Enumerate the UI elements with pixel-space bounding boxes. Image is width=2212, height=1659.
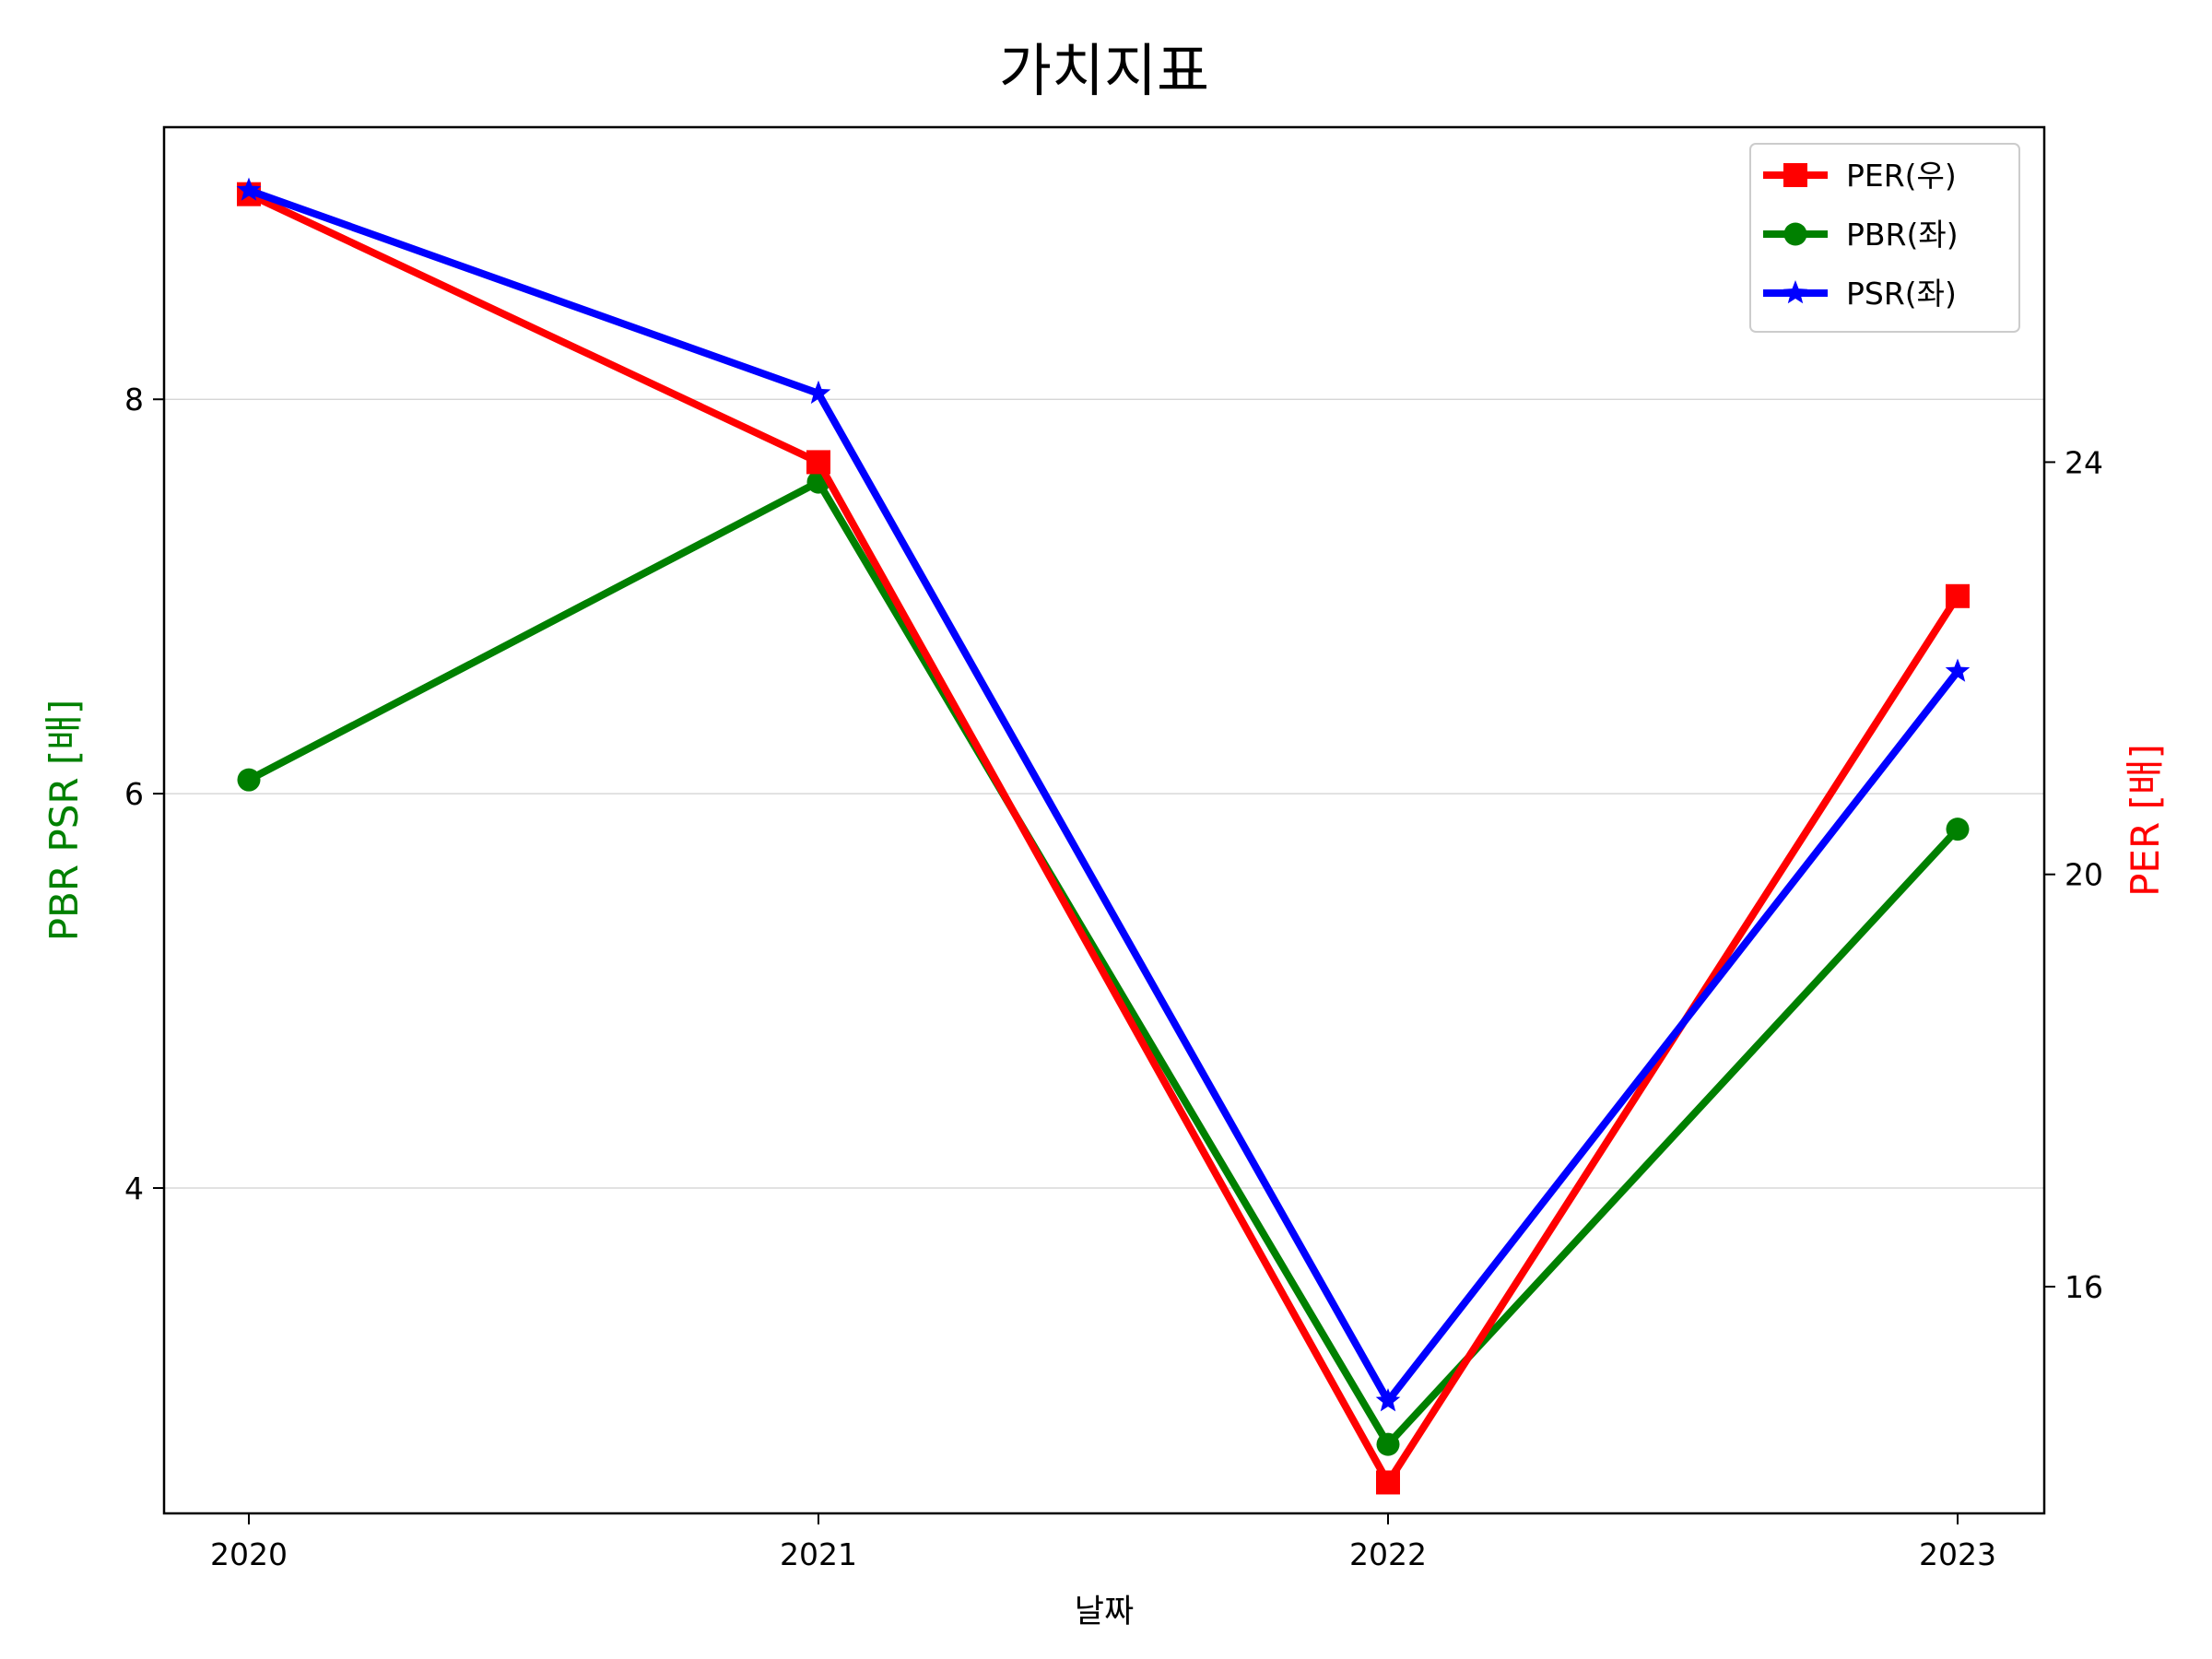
series-line-2: [247, 186, 1961, 1406]
x-tick-label: 2022: [1349, 1536, 1427, 1572]
data-point: [1945, 658, 1971, 682]
series-1: [237, 470, 1970, 1456]
x-tick-label: 2023: [1919, 1536, 1996, 1572]
legend-marker: [1783, 222, 1807, 246]
legend-marker: [1783, 280, 1808, 304]
axes: 4 6 8 16 20 24 2020 2021 2022 2023: [124, 382, 2103, 1572]
legend-label: PBR(좌): [1846, 217, 1959, 253]
data-point: [1946, 583, 1970, 608]
series-layer: [236, 177, 1971, 1495]
series-line-0: [247, 191, 1961, 1487]
chart-title: 가치지표: [999, 37, 1209, 104]
data-point: [1376, 1432, 1400, 1456]
gridlines: [164, 398, 2044, 1189]
series-0: [237, 182, 1970, 1495]
data-point: [236, 177, 262, 201]
legend-marker: [1783, 163, 1807, 187]
x-tick-label: 2020: [210, 1536, 288, 1572]
right-y-tick-label: 24: [2065, 444, 2103, 480]
x-axis-label: 날짜: [1075, 1594, 1134, 1630]
legend: PER(우) PBR(좌) PSR(좌): [1749, 143, 2020, 333]
right-y-axis-label: PER [배]: [2123, 744, 2168, 897]
legend-box: [1749, 143, 2020, 333]
left-y-tick-label: 4: [124, 1171, 144, 1206]
right-y-tick-label: 16: [2065, 1269, 2103, 1305]
left-y-axis-label: PBR PSR [배]: [41, 700, 87, 942]
data-point: [806, 450, 830, 475]
data-point: [806, 380, 831, 405]
legend-entry-2: PSR(좌): [1763, 276, 1957, 312]
series-2: [236, 177, 1971, 1412]
series-line-1: [247, 478, 1960, 1449]
data-point: [1946, 818, 1970, 841]
legend-label: PER(우): [1846, 158, 1957, 194]
legend-label: PSR(좌): [1846, 276, 1957, 312]
plot-area-frame: [162, 125, 2046, 1515]
data-point: [1375, 1388, 1401, 1412]
legend-entry-0: PER(우): [1763, 158, 1957, 194]
left-y-tick-label: 6: [124, 776, 144, 812]
data-point: [1376, 1470, 1400, 1495]
data-point: [237, 768, 261, 792]
left-y-tick-label: 8: [124, 382, 144, 418]
right-y-tick-label: 20: [2065, 857, 2103, 893]
legend-entry-1: PBR(좌): [1763, 217, 1959, 253]
x-tick-label: 2021: [780, 1536, 857, 1572]
